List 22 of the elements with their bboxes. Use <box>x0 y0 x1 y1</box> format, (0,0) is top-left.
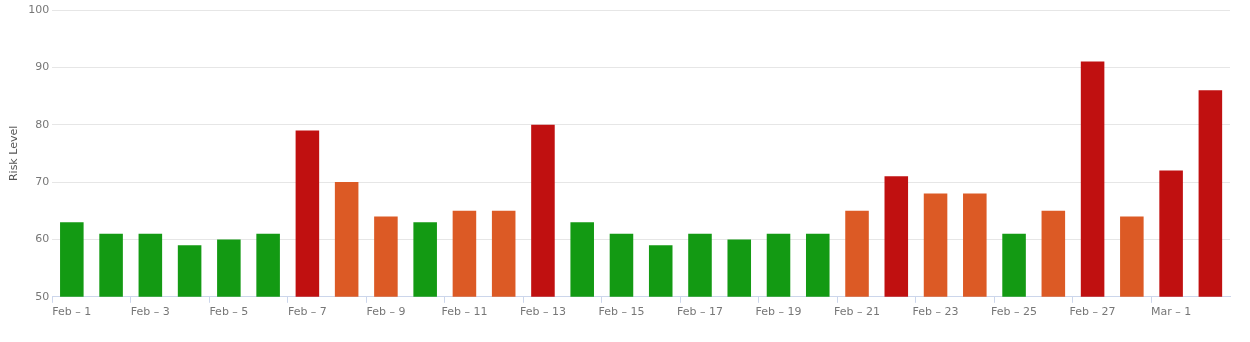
y-tick-label: 90 <box>35 60 50 74</box>
x-tick-label: Feb – 13 <box>519 305 566 319</box>
y-tick-label: 70 <box>35 174 50 188</box>
x-tick-label: Mar – 1 <box>1150 305 1192 319</box>
x-tick-label: Feb – 15 <box>598 305 645 319</box>
x-tick-label: Feb – 23 <box>912 305 959 319</box>
x-tick-label: Feb – 27 <box>1069 305 1116 319</box>
y-axis-title: Risk Level <box>7 125 21 182</box>
x-tick-label: Feb – 7 <box>287 305 327 319</box>
x-tick-label: Feb – 11 <box>441 305 488 319</box>
y-tick-label: 50 <box>35 289 50 303</box>
x-tick-label: Feb – 25 <box>991 305 1038 319</box>
y-tick-label: 100 <box>28 2 50 16</box>
x-tick-label: Feb – 17 <box>677 305 723 319</box>
y-tick-label: 80 <box>35 117 50 131</box>
x-tick-label: Feb – 21 <box>834 305 881 319</box>
x-tick-label: Feb – 3 <box>130 305 170 319</box>
y-tick-label: 60 <box>35 232 50 246</box>
x-tick-label: Feb – 19 <box>755 305 802 319</box>
x-tick-label: Feb – 5 <box>209 305 249 319</box>
x-tick-label: Feb – 9 <box>366 305 406 319</box>
x-tick-label: Feb – 1 <box>52 305 92 319</box>
